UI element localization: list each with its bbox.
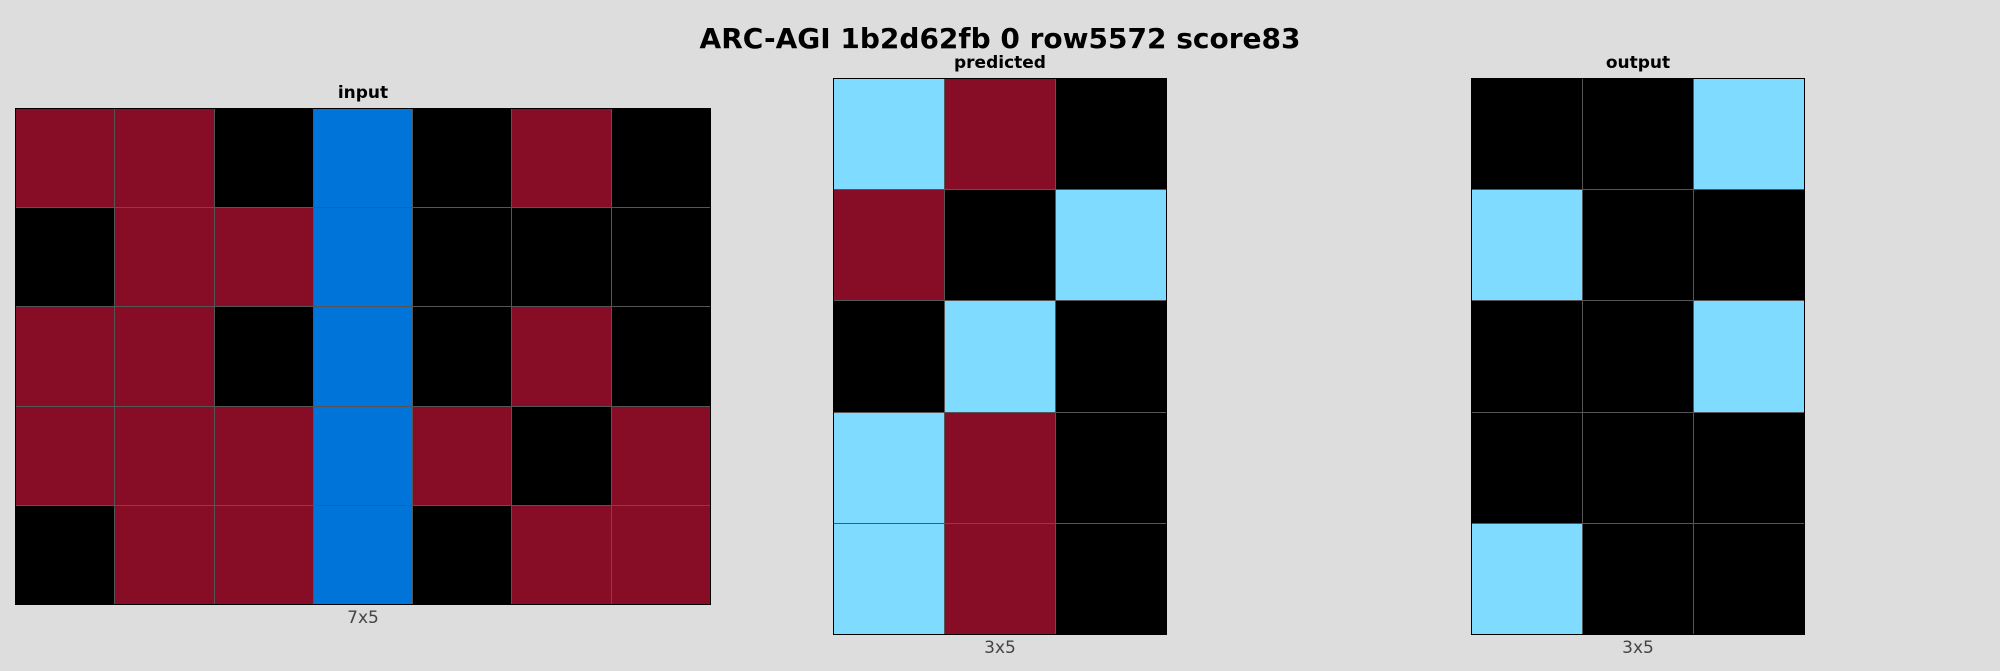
- input-cell-r1-c4: [413, 208, 512, 307]
- output-cell-r3-c2: [1694, 412, 1804, 523]
- predicted-cell-r4-c2: [1056, 523, 1166, 634]
- input-cell-r4-c0: [16, 505, 115, 604]
- input-cell-r4-c4: [413, 505, 512, 604]
- input-cell-r0-c1: [115, 109, 214, 208]
- input-cell-r0-c0: [16, 109, 115, 208]
- predicted-cell-r1-c0: [834, 190, 944, 301]
- input-cell-r4-c2: [214, 505, 313, 604]
- input-cell-r0-c2: [214, 109, 313, 208]
- predicted-cell-r3-c0: [834, 412, 944, 523]
- output-dims: 3x5: [1622, 638, 1654, 658]
- output-cell-r0-c1: [1583, 79, 1693, 190]
- output-cell-r4-c0: [1472, 523, 1582, 634]
- input-cell-r1-c6: [611, 208, 710, 307]
- predicted-grid: [833, 78, 1167, 635]
- output-cell-r4-c1: [1583, 523, 1693, 634]
- input-cell-r4-c6: [611, 505, 710, 604]
- predicted-cell-r3-c1: [945, 412, 1055, 523]
- output-cell-r2-c0: [1472, 301, 1582, 412]
- input-cell-r3-c5: [512, 406, 611, 505]
- output-cell-r4-c2: [1694, 523, 1804, 634]
- input-cell-r1-c2: [214, 208, 313, 307]
- output-cell-r1-c0: [1472, 190, 1582, 301]
- input-grid: [15, 108, 711, 605]
- input-cell-r1-c5: [512, 208, 611, 307]
- output-cell-r0-c0: [1472, 79, 1582, 190]
- output-cell-r1-c2: [1694, 190, 1804, 301]
- output-cell-r2-c1: [1583, 301, 1693, 412]
- input-cell-r0-c5: [512, 109, 611, 208]
- input-cell-r4-c1: [115, 505, 214, 604]
- input-cell-r1-c0: [16, 208, 115, 307]
- input-cell-r4-c3: [313, 505, 413, 604]
- input-cell-r2-c2: [214, 307, 313, 406]
- output-cell-r3-c0: [1472, 412, 1582, 523]
- input-cell-r2-c1: [115, 307, 214, 406]
- predicted-cell-r0-c2: [1056, 79, 1166, 190]
- predicted-cell-r0-c1: [945, 79, 1055, 190]
- output-cell-r1-c1: [1583, 190, 1693, 301]
- predicted-cell-r0-c0: [834, 79, 944, 190]
- page-title: ARC-AGI 1b2d62fb 0 row5572 score83: [699, 22, 1301, 55]
- output-grid: [1471, 78, 1805, 635]
- input-cell-r4-c5: [512, 505, 611, 604]
- input-cell-r3-c0: [16, 406, 115, 505]
- predicted-cell-r2-c2: [1056, 301, 1166, 412]
- input-cell-r0-c4: [413, 109, 512, 208]
- predicted-cell-r1-c1: [945, 190, 1055, 301]
- input-cell-r2-c4: [413, 307, 512, 406]
- predicted-panel-label: predicted: [954, 53, 1046, 73]
- input-cell-r0-c6: [611, 109, 710, 208]
- input-cell-r2-c3: [313, 307, 413, 406]
- input-cell-r2-c6: [611, 307, 710, 406]
- input-cell-r3-c4: [413, 406, 512, 505]
- predicted-dims: 3x5: [984, 638, 1016, 658]
- input-panel-label: input: [337, 83, 389, 103]
- input-cell-r3-c3: [313, 406, 413, 505]
- predicted-cell-r2-c0: [834, 301, 944, 412]
- input-cell-r3-c6: [611, 406, 710, 505]
- input-cell-r2-c0: [16, 307, 115, 406]
- input-dims: 7x5: [347, 608, 379, 628]
- input-cell-r0-c3: [313, 109, 413, 208]
- output-cell-r2-c2: [1694, 301, 1804, 412]
- output-cell-r3-c1: [1583, 412, 1693, 523]
- input-cell-r3-c2: [214, 406, 313, 505]
- output-panel-label: output: [1605, 53, 1671, 73]
- predicted-cell-r2-c1: [945, 301, 1055, 412]
- predicted-cell-r3-c2: [1056, 412, 1166, 523]
- input-cell-r2-c5: [512, 307, 611, 406]
- predicted-cell-r4-c1: [945, 523, 1055, 634]
- predicted-cell-r4-c0: [834, 523, 944, 634]
- predicted-cell-r1-c2: [1056, 190, 1166, 301]
- input-cell-r1-c3: [313, 208, 413, 307]
- output-cell-r0-c2: [1694, 79, 1804, 190]
- input-cell-r3-c1: [115, 406, 214, 505]
- input-cell-r1-c1: [115, 208, 214, 307]
